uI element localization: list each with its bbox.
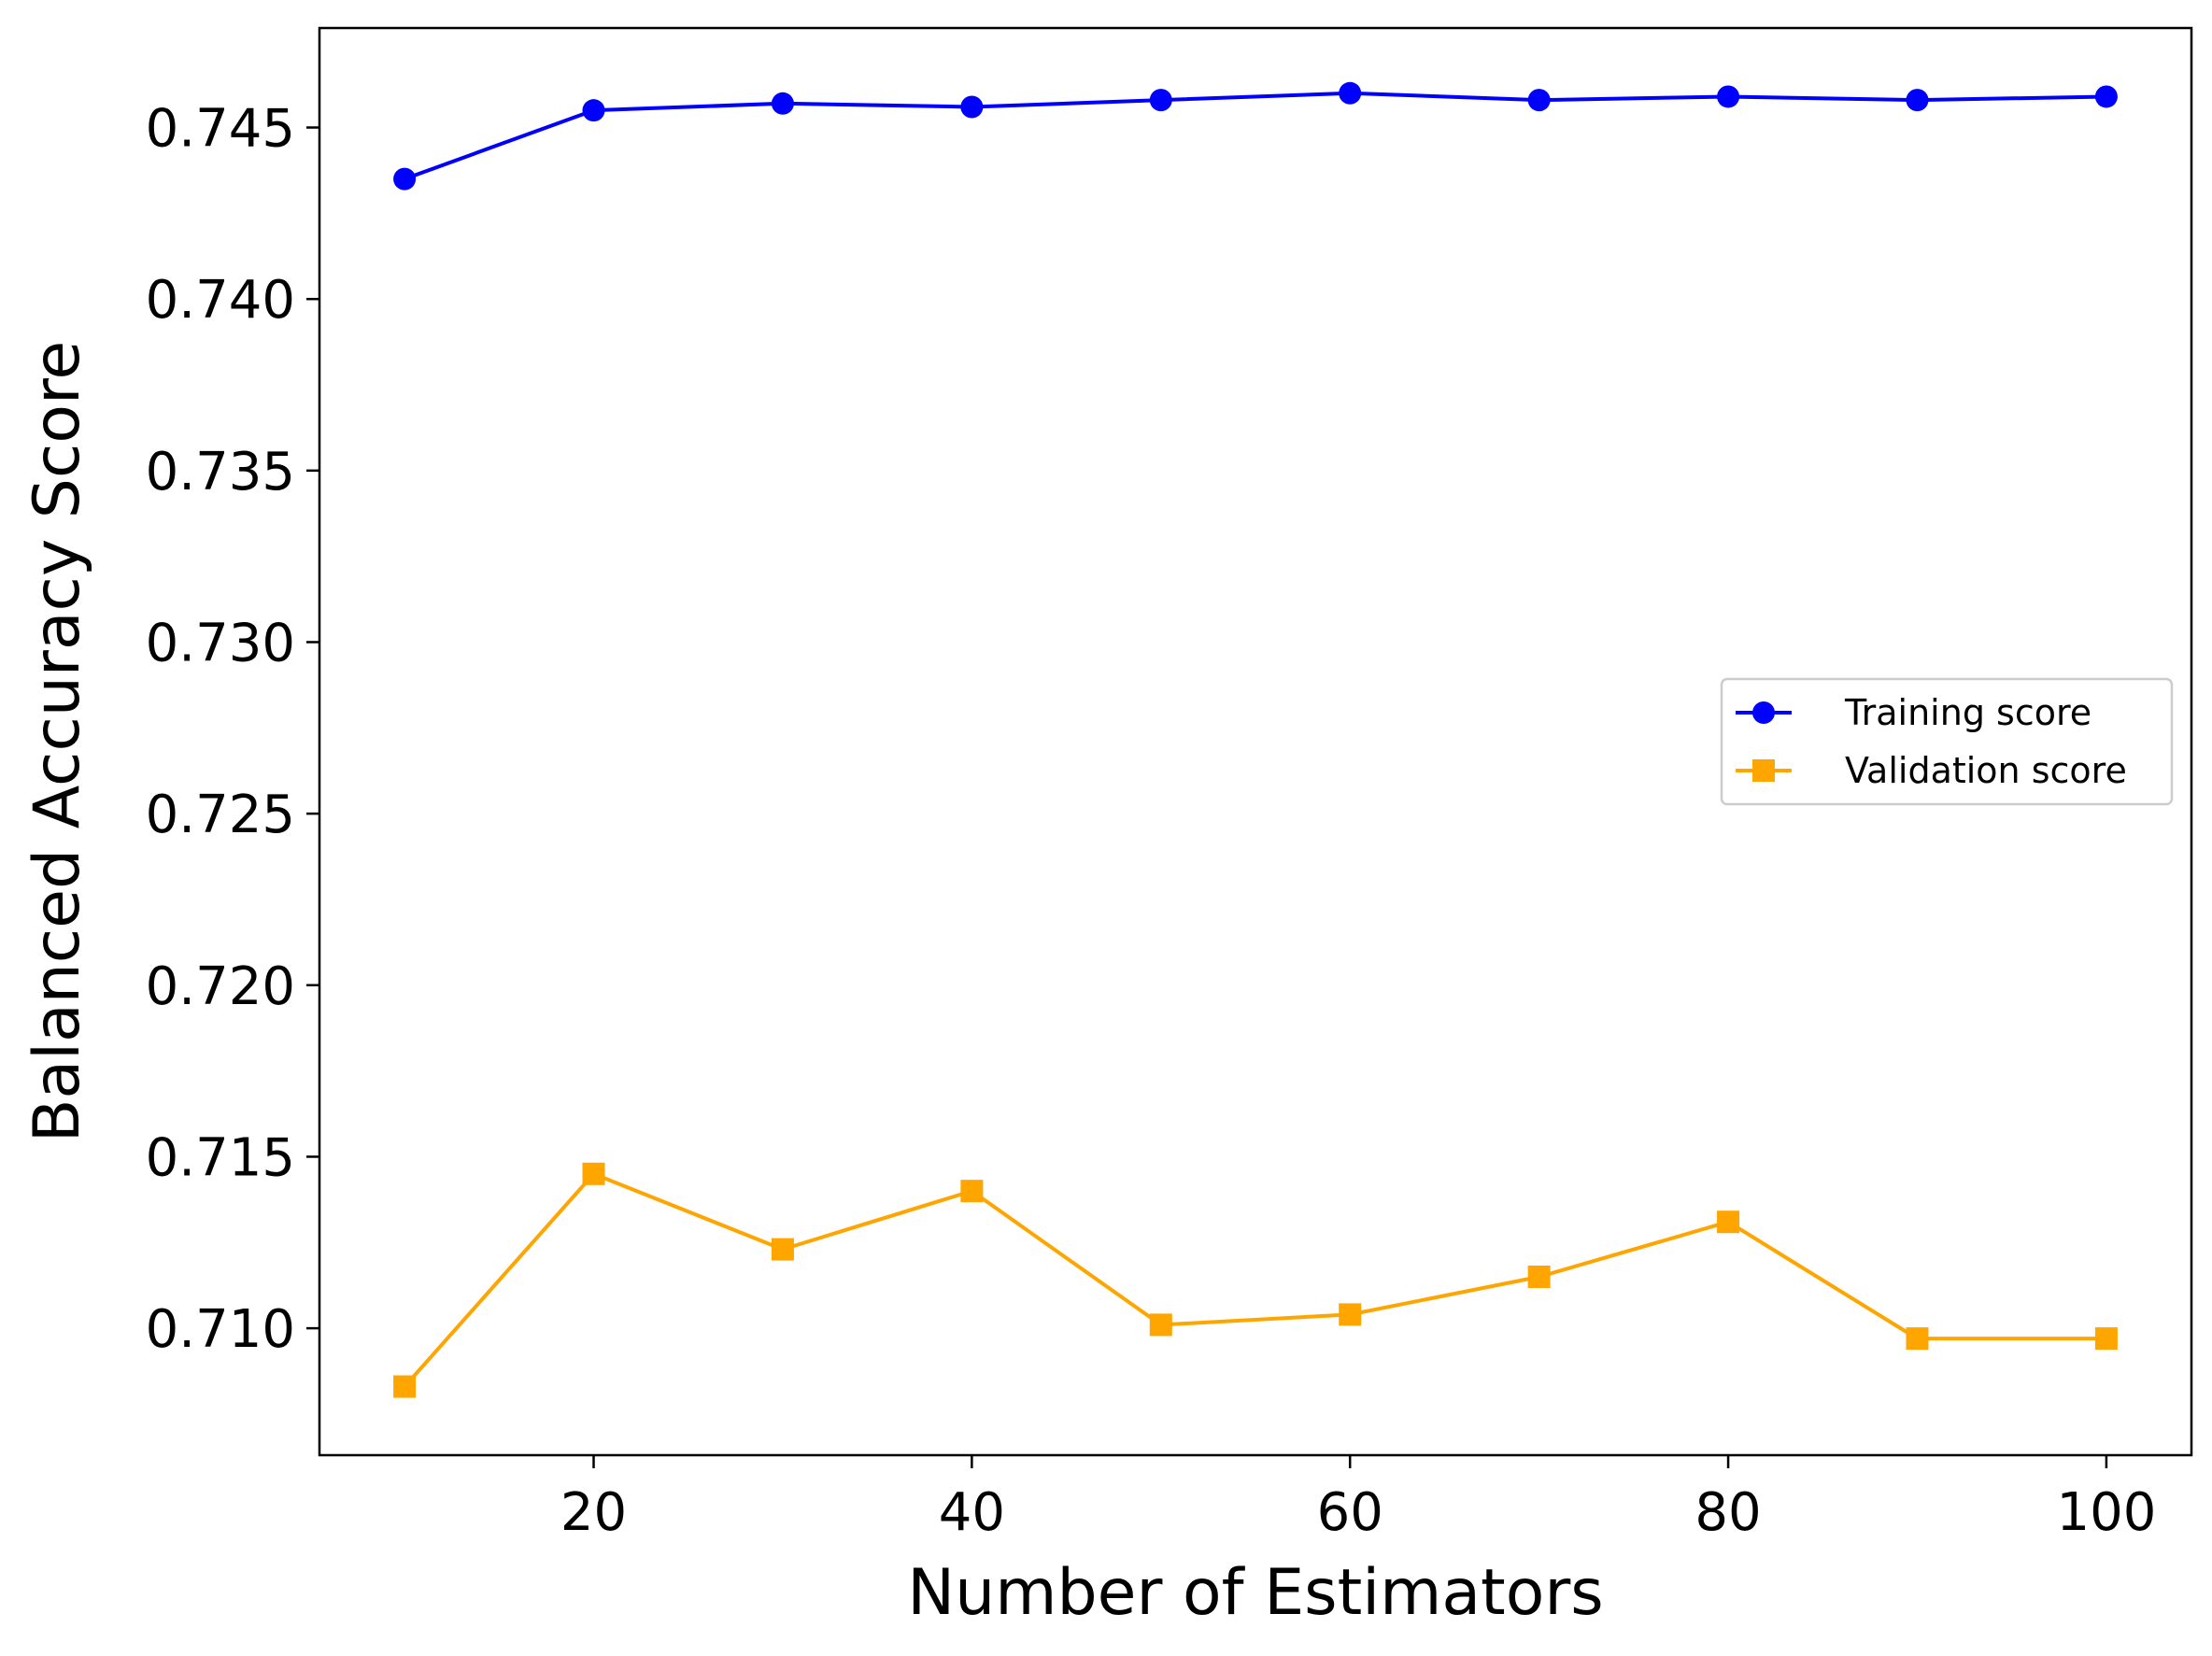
legend-label: Training score (1844, 692, 2091, 733)
x-axis-label: Number of Estimators (907, 1556, 1603, 1630)
y-tick-label: 0.720 (146, 956, 295, 1017)
legend-entry: Training score (1736, 692, 2091, 733)
legend-marker (1752, 701, 1775, 724)
legend-marker (1752, 759, 1775, 782)
y-tick-label: 0.715 (146, 1127, 295, 1188)
series-line (404, 91, 2106, 181)
y-tick-label: 0.710 (146, 1299, 295, 1360)
data-point (393, 167, 417, 191)
data-point (1717, 85, 1740, 108)
data-point (1906, 1327, 1929, 1351)
data-point (1149, 89, 1172, 112)
x-tick-label: 40 (939, 1482, 1005, 1543)
legend-label: Validation score (1845, 750, 2127, 791)
plot-frame (318, 26, 2193, 1457)
data-point (1339, 81, 1362, 105)
series-0 (393, 81, 2118, 191)
y-axis-label: Balanced Accuracy Score (21, 341, 94, 1143)
data-point (771, 92, 794, 115)
y-tick-label: 0.735 (146, 442, 295, 502)
data-point (771, 1238, 794, 1261)
data-point (960, 95, 984, 119)
series-line (403, 1171, 2106, 1388)
series-1 (393, 1162, 2118, 1398)
data-point (1717, 1210, 1740, 1234)
x-tick-label: 80 (1694, 1482, 1761, 1543)
data-point (960, 1180, 984, 1203)
legend: Training score Validation score (1720, 677, 2174, 806)
data-point (1527, 89, 1551, 112)
x-axis-ticks: 20 40 60 80 100 (560, 1455, 2156, 1543)
legend-entry: Validation score (1736, 750, 2127, 791)
data-point (1906, 89, 1929, 112)
data-point (393, 1375, 417, 1398)
y-tick-label: 0.745 (146, 99, 295, 160)
data-point (1149, 1313, 1172, 1337)
series-layer (393, 81, 2118, 1398)
legend-box (1720, 677, 2174, 806)
data-point (1527, 1266, 1551, 1288)
y-tick-label: 0.730 (146, 613, 295, 673)
x-tick-label: 20 (560, 1482, 627, 1543)
x-tick-label: 100 (2056, 1482, 2156, 1543)
y-tick-label: 0.740 (146, 270, 295, 331)
data-point (2094, 85, 2118, 108)
y-tick-label: 0.725 (146, 785, 295, 845)
x-tick-label: 60 (1317, 1482, 1383, 1543)
data-point (2094, 1327, 2118, 1351)
y-axis-ticks: 0.710 0.715 0.720 0.725 0.730 0.735 0.740 0.745 (146, 99, 319, 1360)
data-point (1339, 1303, 1362, 1326)
data-point (582, 99, 605, 122)
data-point (582, 1162, 605, 1185)
